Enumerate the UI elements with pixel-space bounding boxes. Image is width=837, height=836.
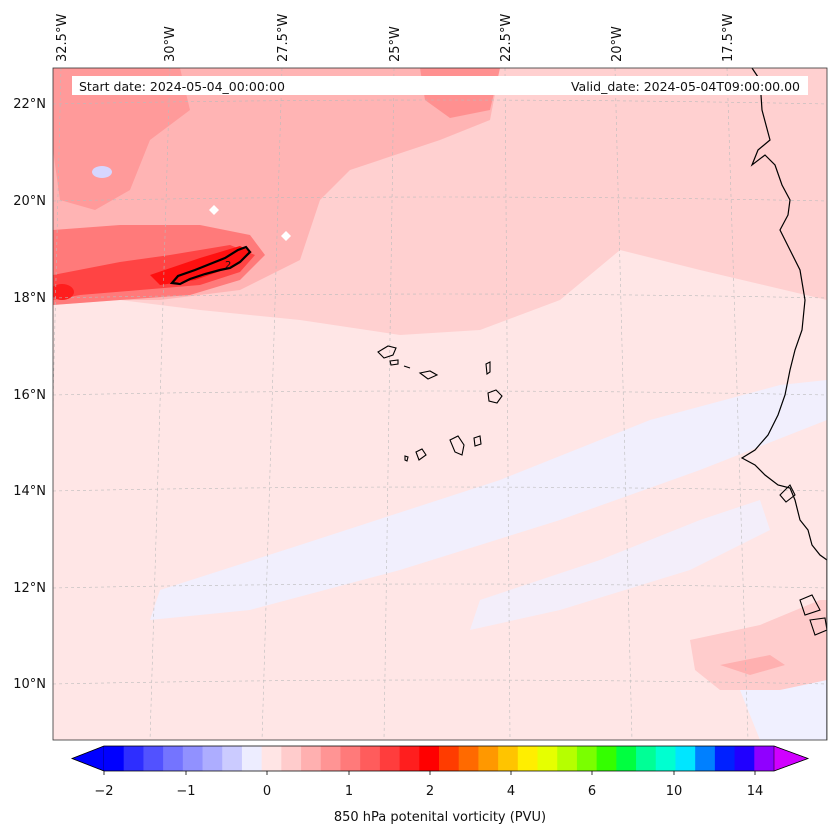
colorbar-swatch (399, 746, 420, 771)
colorbar-swatch (340, 746, 361, 771)
colorbar-swatch (734, 746, 755, 771)
colorbar-swatch (104, 746, 125, 771)
valid-date-label: Valid_date: 2024-05-04T09:00:00.00 (571, 79, 800, 94)
colorbar-swatch (754, 746, 775, 771)
latitude-labels: 22°N 20°N 18°N 16°N 14°N 12°N 10°N (13, 97, 46, 692)
colorbar-tick-label: 14 (747, 784, 764, 799)
colorbar (70, 745, 810, 772)
colorbar-swatch (439, 746, 460, 771)
colorbar-tick-label: 10 (666, 784, 683, 799)
colorbar-over-arrow (773, 745, 809, 772)
pv-band-core (150, 246, 252, 285)
lat-label: 22°N (13, 97, 46, 112)
colorbar-swatch (576, 746, 598, 771)
pv-field-se (690, 600, 827, 690)
colorbar-tick-label: 0 (263, 784, 271, 799)
colorbar-tick-label: 1 (345, 784, 353, 799)
colorbar-swatch (557, 746, 578, 771)
marker-diamond (281, 231, 291, 241)
pv-negative-band-2 (470, 500, 770, 630)
lat-label: 10°N (13, 677, 46, 692)
colorbar-tick-label: 6 (588, 784, 596, 799)
lon-label: 27.5°W (276, 14, 291, 62)
map-panel: 2 (53, 68, 827, 740)
colorbar-swatch (616, 746, 637, 771)
coastline-africa (740, 68, 827, 740)
header-box (72, 76, 808, 95)
pv-negative-spot (92, 166, 112, 178)
coastline-islands-guinea (779, 484, 827, 636)
colorbar-tick-label: −2 (94, 784, 113, 799)
colorbar-tick-label: 4 (507, 784, 515, 799)
colorbar-swatch (182, 746, 204, 771)
lat-label: 16°N (13, 388, 46, 403)
lat-label: 14°N (13, 484, 46, 499)
pv-field-patch-nw (53, 68, 190, 210)
map-frame (52, 67, 828, 741)
lon-label: 20°W (610, 26, 625, 62)
colorbar-ticks: −2 −1 0 1 2 4 6 10 14 (94, 771, 763, 799)
colorbar-swatch (360, 746, 381, 771)
longitude-labels: 32.5°W 30°W 27.5°W 25°W 22.5°W 20°W 17.5°W (55, 14, 736, 62)
colorbar-swatch (301, 746, 322, 771)
colorbar-swatch (419, 746, 440, 771)
lon-label: 30°W (163, 26, 178, 62)
colorbar-swatch (675, 746, 696, 771)
colorbar-swatch (222, 746, 243, 771)
lon-label: 32.5°W (55, 14, 70, 62)
colorbar-swatch (537, 746, 558, 771)
pv-negative-band (150, 380, 827, 620)
colorbar-swatch (320, 746, 341, 771)
colorbar-swatch (695, 746, 716, 771)
lon-label: 25°W (388, 26, 403, 62)
graticule (53, 68, 827, 740)
colorbar-swatch (655, 746, 676, 771)
lat-label: 20°N (13, 194, 46, 209)
colorbar-swatch (714, 746, 736, 771)
colorbar-tick-label: 2 (426, 784, 434, 799)
colorbar-swatch (596, 746, 617, 771)
colorbar-swatch (123, 746, 144, 771)
lon-label: 22.5°W (499, 14, 514, 62)
colorbar-swatch (478, 746, 499, 771)
lat-label: 18°N (13, 291, 46, 306)
colorbar-label: 850 hPa potenital vorticity (PVU) (334, 810, 546, 825)
colorbar-under-arrow (71, 745, 105, 772)
colorbar-swatch (458, 746, 479, 771)
lon-label: 17.5°W (721, 14, 736, 62)
pv-field-se-core (720, 655, 785, 675)
colorbar-swatch (517, 746, 539, 771)
start-date-label: Start date: 2024-05-04_00:00:00 (79, 79, 285, 94)
colorbar-tick-label: −1 (176, 784, 195, 799)
colorbar-swatch (261, 746, 282, 771)
marker-diamond (209, 205, 219, 215)
colorbar-swatch (143, 746, 164, 771)
colorbar-swatch (498, 746, 519, 771)
contour-label: 2 (225, 260, 231, 271)
colorbar-swatch (241, 746, 263, 771)
colorbar-swatch (163, 746, 184, 771)
pv-contour-max (169, 245, 252, 286)
cape-verde-islands (377, 345, 503, 462)
colorbar-swatch (379, 746, 401, 771)
colorbar-swatch (281, 746, 302, 771)
lat-label: 12°N (13, 581, 46, 596)
pv-patch-west (53, 284, 74, 300)
colorbar-swatch (636, 746, 657, 771)
colorbar-swatch (202, 746, 223, 771)
